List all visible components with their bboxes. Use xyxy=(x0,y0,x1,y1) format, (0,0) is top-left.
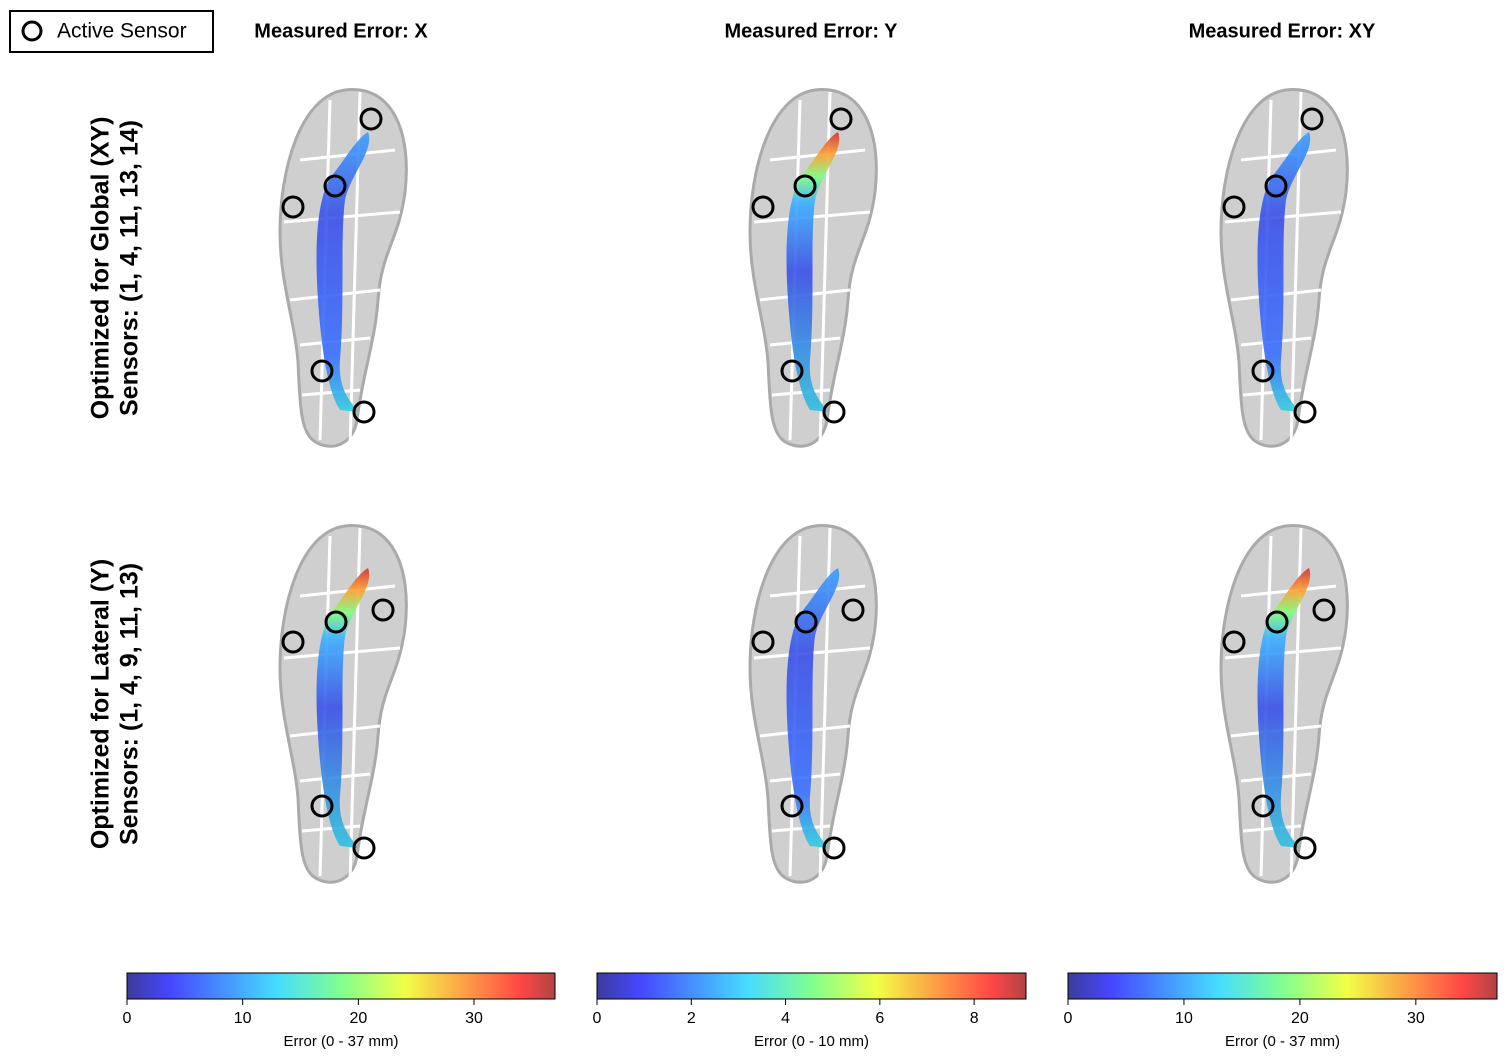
column-title: Measured Error: X xyxy=(254,20,428,42)
active-sensor xyxy=(822,400,846,424)
active-sensor xyxy=(822,836,846,860)
colorbar-tick-label: 20 xyxy=(1291,1010,1309,1027)
row-sensors: Sensors: (1, 4, 9, 11, 13) xyxy=(116,563,144,845)
column-title: Measured Error: XY xyxy=(1189,20,1376,42)
active-sensor xyxy=(359,107,383,131)
pressure-trace xyxy=(1257,132,1311,412)
legend-label: Active Sensor xyxy=(57,20,187,43)
insole-outline xyxy=(1219,88,1349,448)
active-sensor xyxy=(371,598,395,622)
insole-panel xyxy=(748,524,878,884)
active-sensor xyxy=(751,630,775,654)
active-sensor xyxy=(1222,630,1246,654)
active-sensor xyxy=(793,174,817,198)
active-sensor xyxy=(324,610,348,634)
colorbar-label: Error (0 - 37 mm) xyxy=(1225,1033,1340,1050)
active-sensor xyxy=(1312,598,1336,622)
column-title: Measured Error: Y xyxy=(724,20,898,42)
active-sensor xyxy=(281,195,305,219)
colorbar-tick-label: 4 xyxy=(781,1010,790,1027)
colorbar-tick-label: 8 xyxy=(970,1010,979,1027)
active-sensor xyxy=(352,836,376,860)
colorbar-label: Error (0 - 10 mm) xyxy=(754,1033,869,1050)
pressure-trace xyxy=(1257,568,1311,848)
row-title: Optimized for Lateral (Y) xyxy=(87,559,115,849)
active-sensor xyxy=(323,174,347,198)
pressure-trace xyxy=(786,568,840,848)
insole-panel xyxy=(278,524,408,884)
active-sensor xyxy=(1251,359,1275,383)
active-sensor xyxy=(1293,400,1317,424)
insole-panel xyxy=(1219,524,1349,884)
pressure-trace xyxy=(786,132,840,412)
active-sensor xyxy=(352,400,376,424)
insole-outline xyxy=(748,88,878,448)
active-sensor xyxy=(780,794,804,818)
insole-panel xyxy=(1219,88,1349,448)
colorbar-tick-label: 20 xyxy=(349,1010,367,1027)
row-title: Optimized for Global (XY) xyxy=(87,117,115,420)
legend-box xyxy=(9,10,214,53)
row-sensors: Sensors: (1, 4, 11, 13, 14) xyxy=(116,120,144,416)
active-sensor xyxy=(1293,836,1317,860)
colorbar-tick-label: 0 xyxy=(593,1010,602,1027)
legend: Active Sensor xyxy=(9,10,214,53)
colorbar-tick-label: 0 xyxy=(1064,1010,1073,1027)
legend-marker xyxy=(21,20,43,42)
active-sensor xyxy=(310,794,334,818)
active-sensor xyxy=(751,195,775,219)
active-sensor xyxy=(1251,794,1275,818)
active-sensor xyxy=(780,359,804,383)
active-sensor xyxy=(310,359,334,383)
insole-panel xyxy=(278,88,408,448)
colorbar-tick-label: 6 xyxy=(875,1010,884,1027)
active-sensor xyxy=(1264,174,1288,198)
active-sensor xyxy=(281,630,305,654)
pressure-trace xyxy=(316,568,370,848)
active-sensor xyxy=(829,107,853,131)
colorbar xyxy=(596,972,1027,1000)
colorbar-tick-label: 2 xyxy=(687,1010,696,1027)
active-sensor xyxy=(1265,610,1289,634)
active-sensor xyxy=(794,610,818,634)
active-sensor xyxy=(841,598,865,622)
colorbar-tick-label: 10 xyxy=(1175,1010,1193,1027)
colorbar-tick-label: 10 xyxy=(234,1010,252,1027)
pressure-trace xyxy=(316,132,370,412)
insole-outline xyxy=(278,88,408,448)
colorbar xyxy=(1067,972,1498,1000)
colorbar-tick-label: 30 xyxy=(465,1010,483,1027)
colorbar xyxy=(126,972,556,1000)
colorbar-tick-label: 30 xyxy=(1407,1010,1425,1027)
active-sensor xyxy=(1222,195,1246,219)
active-sensor xyxy=(1300,107,1324,131)
colorbar-tick-label: 0 xyxy=(123,1010,132,1027)
insole-panel xyxy=(748,88,878,448)
colorbar-label: Error (0 - 37 mm) xyxy=(283,1033,398,1050)
